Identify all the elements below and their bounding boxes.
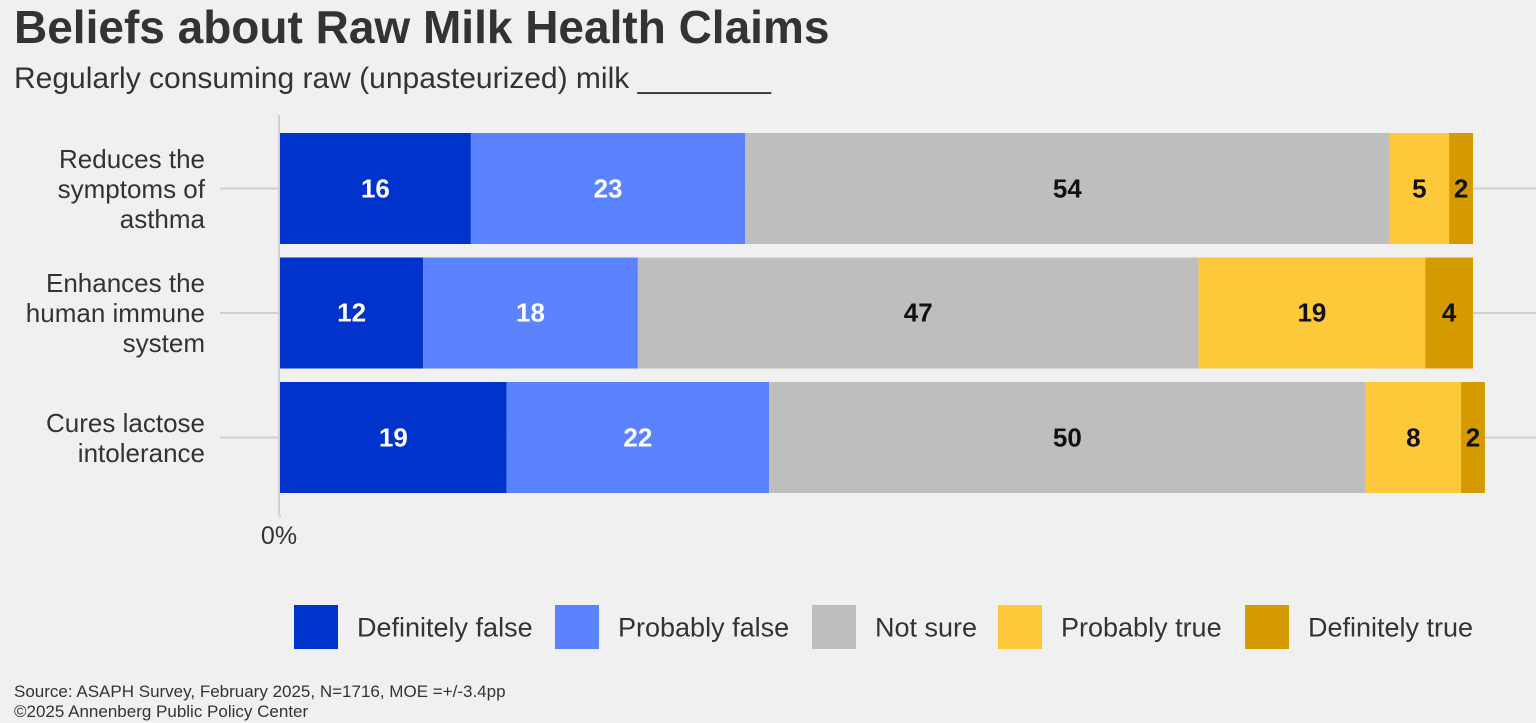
bar-segment xyxy=(1425,257,1473,369)
legend-label: Not sure xyxy=(875,612,978,643)
legend-swatch xyxy=(1245,605,1289,649)
legend-swatch xyxy=(294,605,338,649)
value-label: 50 xyxy=(1052,422,1082,452)
category-label: Enhances the human immune system xyxy=(25,268,205,358)
x-tick-label: 0% xyxy=(260,522,298,550)
bar-segment xyxy=(280,257,424,369)
bar-segment xyxy=(470,133,746,244)
value-label: 19 xyxy=(1297,297,1327,328)
legend-label: Definitely false xyxy=(357,612,533,643)
bar-segment xyxy=(1389,133,1450,244)
bar-segment xyxy=(423,257,638,369)
bar-segment xyxy=(1198,257,1426,369)
bar-segment xyxy=(745,133,1390,244)
value-label: 8 xyxy=(1406,422,1421,452)
bar-segment xyxy=(280,133,471,244)
bar-segment xyxy=(637,257,1199,369)
value-label: 54 xyxy=(1052,173,1082,203)
source-note: Source: ASAPH Survey, February 2025, N=1… xyxy=(14,682,506,701)
bar-segment xyxy=(506,382,770,493)
value-label: 2 xyxy=(1465,422,1481,452)
chart-subtitle: Regularly consuming raw (unpasteurized) … xyxy=(14,62,772,95)
legend-swatch xyxy=(812,605,856,649)
bar-segment xyxy=(1365,382,1462,493)
legend-swatch xyxy=(555,605,599,649)
legend-label: Probably true xyxy=(1061,612,1222,643)
legend-swatch xyxy=(998,605,1042,649)
value-label: 23 xyxy=(593,173,623,203)
value-label: 12 xyxy=(337,297,367,328)
value-label: 22 xyxy=(623,422,653,452)
value-label: 19 xyxy=(378,422,408,452)
bar-segment xyxy=(769,382,1366,493)
category-label: Cures lactose intolerance xyxy=(46,407,205,468)
bar-segment xyxy=(1449,133,1473,244)
value-label: 47 xyxy=(903,297,933,328)
value-label: 2 xyxy=(1453,173,1469,203)
category-label: Reduces the symptoms of asthma xyxy=(57,143,205,234)
bar-segment xyxy=(280,382,507,493)
value-label: 4 xyxy=(1441,297,1457,328)
chart-title: Beliefs about Raw Milk Health Claims xyxy=(14,1,830,53)
value-label: 16 xyxy=(360,173,390,203)
legend-label: Definitely true xyxy=(1308,612,1474,643)
bar-segment xyxy=(1461,382,1485,493)
value-label: 18 xyxy=(516,297,545,328)
value-label: 5 xyxy=(1412,173,1427,203)
copyright-note: ©2025 Annenberg Public Policy Center xyxy=(14,702,309,721)
legend-label: Probably false xyxy=(618,612,790,643)
